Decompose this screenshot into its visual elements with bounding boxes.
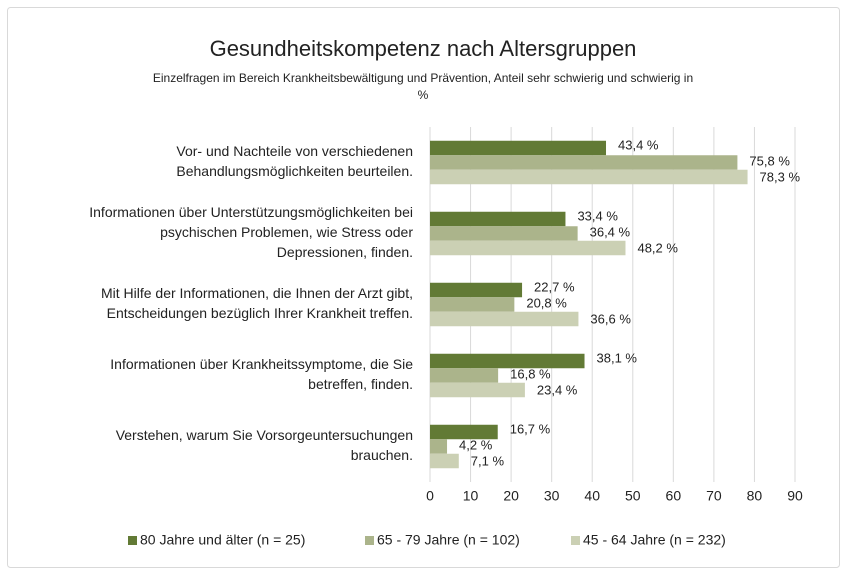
bar xyxy=(430,353,585,369)
category-label: Depressionen, finden. xyxy=(277,244,413,260)
x-tick-label: 20 xyxy=(503,488,519,504)
category-label: Mit Hilfe der Informationen, die Ihnen d… xyxy=(101,285,413,301)
category-label: Behandlungsmöglichkeiten beurteilen. xyxy=(176,163,413,179)
bar xyxy=(430,382,525,398)
category-label: Vor- und Nachteile von verschiedenen xyxy=(176,143,413,159)
value-label: 22,7 % xyxy=(534,279,575,294)
bar xyxy=(430,439,448,454)
value-label: 33,4 % xyxy=(577,208,618,223)
value-label: 16,7 % xyxy=(510,421,551,436)
x-tick-label: 50 xyxy=(625,488,641,504)
value-label: 7,1 % xyxy=(471,453,505,468)
category-label: Entscheidungen bezüglich Ihrer Krankheit… xyxy=(107,305,413,321)
legend-label: 45 - 64 Jahre (n = 232) xyxy=(583,532,726,548)
bar xyxy=(430,368,499,383)
value-label: 4,2 % xyxy=(459,437,493,452)
bar xyxy=(430,282,523,298)
chart-border xyxy=(7,7,840,568)
value-label: 36,6 % xyxy=(590,311,631,326)
category-label: Informationen über Krankheitssymptome, d… xyxy=(110,356,413,372)
x-tick-label: 70 xyxy=(706,488,722,504)
bar xyxy=(430,453,459,469)
value-label: 36,4 % xyxy=(590,224,631,239)
chart-subtitle: Einzelfragen im Bereich Krankheitsbewält… xyxy=(153,71,693,85)
x-tick-label: 10 xyxy=(463,488,479,504)
bar xyxy=(430,297,515,312)
x-tick-label: 80 xyxy=(747,488,763,504)
x-tick-label: 0 xyxy=(426,488,434,504)
legend-marker xyxy=(128,536,137,545)
bar xyxy=(430,240,626,256)
category-label: Verstehen, warum Sie Vorsorgeuntersuchun… xyxy=(116,427,413,443)
value-label: 78,3 % xyxy=(760,169,801,184)
bar xyxy=(430,140,607,156)
bar xyxy=(430,169,748,185)
value-label: 23,4 % xyxy=(537,382,578,397)
bar xyxy=(430,226,578,241)
value-label: 20,8 % xyxy=(526,295,567,310)
chart-subtitle: % xyxy=(418,88,429,102)
category-label: betreffen, finden. xyxy=(308,376,413,392)
bar xyxy=(430,311,579,327)
bar xyxy=(430,155,738,170)
value-label: 43,4 % xyxy=(618,137,659,152)
legend-marker xyxy=(571,536,580,545)
x-tick-label: 40 xyxy=(584,488,600,504)
legend-label: 80 Jahre und älter (n = 25) xyxy=(140,532,305,548)
bar xyxy=(430,424,498,440)
value-label: 38,1 % xyxy=(597,350,638,365)
category-label: psychischen Problemen, wie Stress oder xyxy=(160,224,413,240)
bar xyxy=(430,211,566,227)
x-tick-label: 60 xyxy=(666,488,682,504)
value-label: 48,2 % xyxy=(637,240,678,255)
x-tick-label: 30 xyxy=(544,488,560,504)
legend-label: 65 - 79 Jahre (n = 102) xyxy=(377,532,520,548)
value-label: 16,8 % xyxy=(510,366,551,381)
chart-title: Gesundheitskompetenz nach Altersgruppen xyxy=(210,36,637,61)
category-label: brauchen. xyxy=(351,447,413,463)
category-label: Informationen über Unterstützungsmöglich… xyxy=(89,204,413,220)
x-tick-label: 90 xyxy=(787,488,803,504)
legend-marker xyxy=(365,536,374,545)
value-label: 75,8 % xyxy=(749,153,790,168)
